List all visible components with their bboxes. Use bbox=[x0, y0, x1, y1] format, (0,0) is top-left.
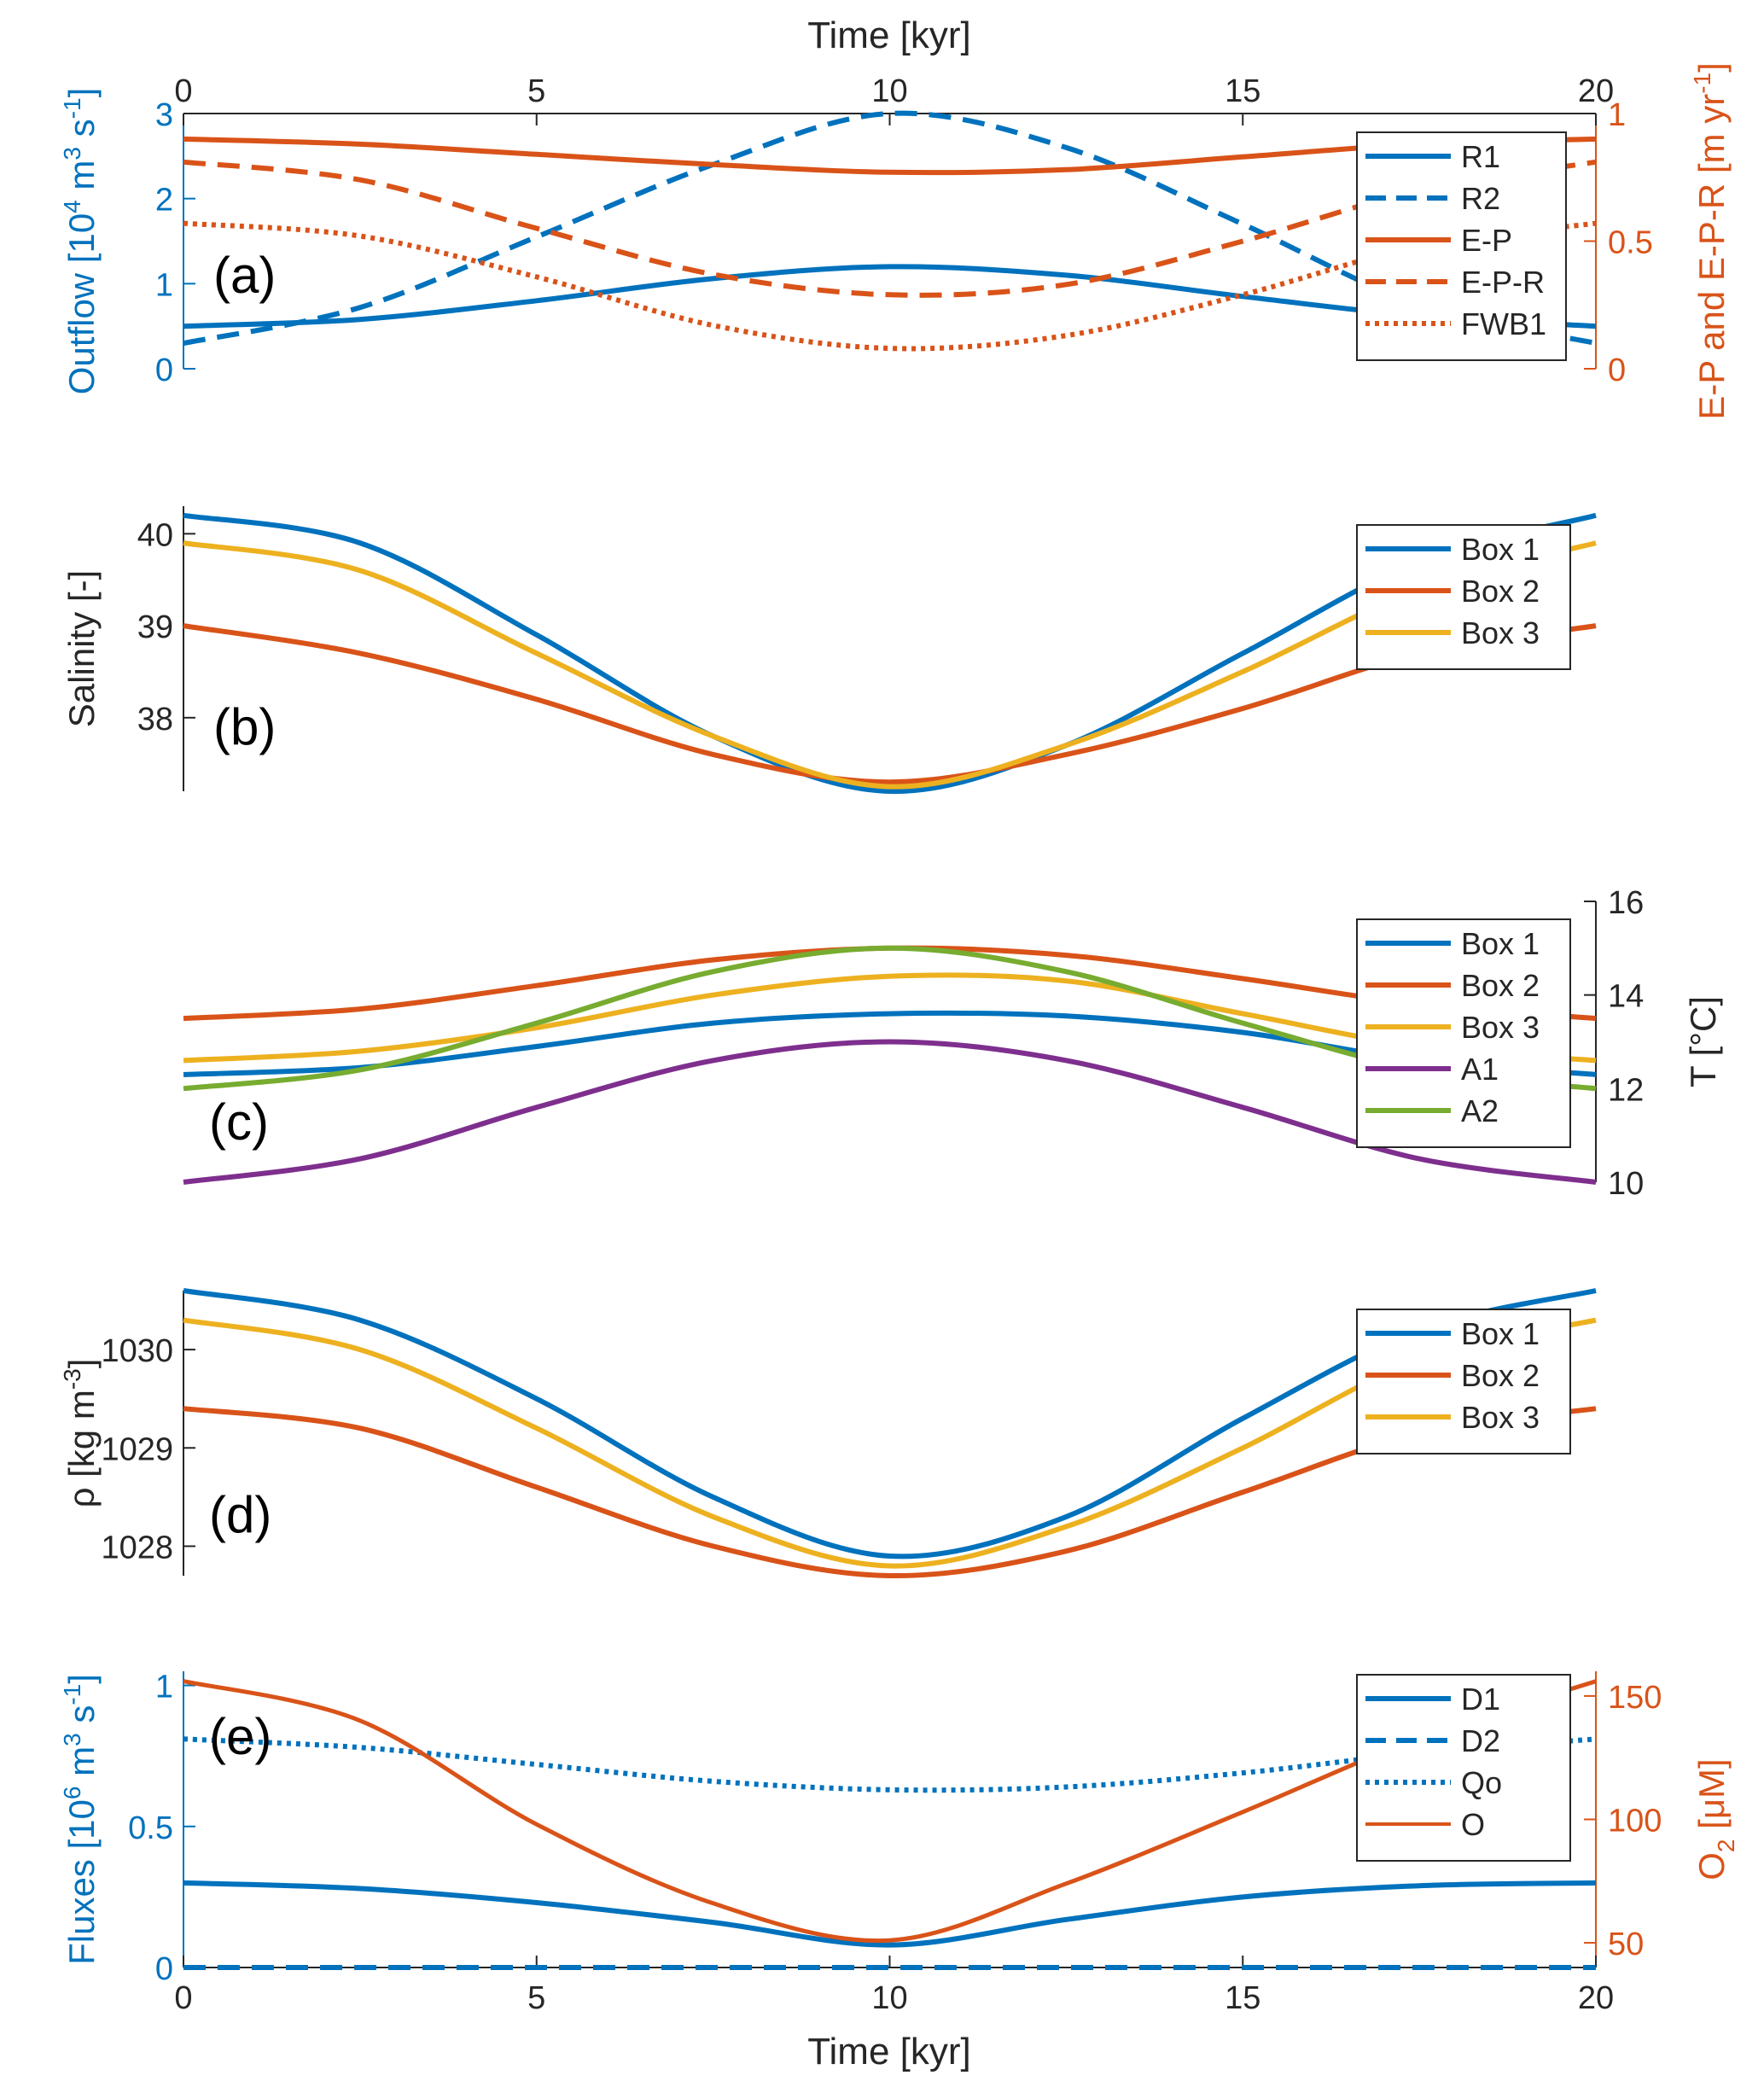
top-x-axis-label: Time [kyr] bbox=[807, 15, 970, 56]
right-tick-label: 0 bbox=[1608, 353, 1626, 388]
panel-label: (d) bbox=[209, 1486, 271, 1543]
legend-box bbox=[1356, 1674, 1571, 1862]
left-tick-label: 0.5 bbox=[128, 1810, 173, 1846]
legend-label: Box 2 bbox=[1461, 574, 1540, 609]
panel-e: 0 0.5 1 Fluxes [106 m3 s-1] 50 100 150 O2 [μM] 0… bbox=[59, 1670, 1739, 2016]
legend-label: E-P bbox=[1461, 223, 1512, 258]
legend-label: A2 bbox=[1461, 1093, 1499, 1128]
left-tick-label: 0 bbox=[155, 1951, 173, 1987]
legend-label: Box 2 bbox=[1461, 1358, 1540, 1393]
left-tick-label: 3 bbox=[155, 97, 173, 133]
legend-label: Box 1 bbox=[1461, 1316, 1540, 1351]
left-axis-label: Outflow [104 m3 s-1] bbox=[59, 88, 102, 395]
left-tick-label: 1 bbox=[155, 267, 173, 303]
left-tick-label: 39 bbox=[137, 609, 173, 645]
legend-label: Box 1 bbox=[1461, 532, 1540, 567]
right-tick-label: 100 bbox=[1608, 1804, 1662, 1839]
panel-label: (c) bbox=[209, 1093, 269, 1151]
x-tick-label: 5 bbox=[527, 1980, 545, 2016]
left-tick-label: 2 bbox=[155, 183, 173, 219]
legend-label: R1 bbox=[1461, 139, 1500, 174]
legend: Box 1 Box 2 Box 3 bbox=[1356, 1309, 1571, 1454]
x-tick-label: 20 bbox=[1578, 73, 1614, 109]
legend-label: D1 bbox=[1461, 1682, 1500, 1717]
x-tick-label: 5 bbox=[527, 73, 545, 109]
panel-label: (b) bbox=[213, 698, 276, 755]
panel-a: 0 1 2 3 Outflow [104 m3 s-1] 0 0.5 1 E-P and E-P… bbox=[59, 62, 1732, 420]
left-tick-label: 40 bbox=[137, 517, 173, 553]
right-tick-label: 50 bbox=[1608, 1927, 1644, 1962]
legend-label: Box 3 bbox=[1461, 1400, 1540, 1435]
legend-label: Qo bbox=[1461, 1765, 1502, 1800]
legend: Box 1 Box 2 Box 3 A1 A2 bbox=[1356, 918, 1571, 1148]
right-tick-label: 10 bbox=[1608, 1166, 1644, 1202]
legend-label: Box 2 bbox=[1461, 968, 1540, 1003]
left-tick-label: 1029 bbox=[101, 1431, 173, 1467]
legend-label: Box 3 bbox=[1461, 1010, 1540, 1045]
x-tick-label: 10 bbox=[871, 73, 907, 109]
x-tick-label: 20 bbox=[1578, 1980, 1614, 2016]
legend-label: E-P-R bbox=[1461, 265, 1545, 300]
left-tick-label: 1 bbox=[155, 1670, 173, 1705]
panel-label: (e) bbox=[209, 1708, 271, 1765]
x-tick-label: 15 bbox=[1225, 1980, 1260, 2016]
series-line-d1 bbox=[183, 1880, 1597, 1948]
legend-label: D2 bbox=[1461, 1723, 1500, 1758]
legend-label: Box 3 bbox=[1461, 615, 1540, 650]
x-tick-label: 10 bbox=[871, 1980, 907, 2016]
bottom-x-axis-label: Time [kyr] bbox=[807, 2031, 970, 2072]
right-tick-label: 14 bbox=[1608, 979, 1644, 1015]
x-tick-label: 0 bbox=[174, 1980, 192, 2016]
legend: R1 R2 E-P E-P-R FWB1 bbox=[1356, 131, 1567, 361]
right-tick-label: 16 bbox=[1608, 885, 1644, 921]
left-tick-label: 0 bbox=[155, 353, 173, 388]
series-line-r2 bbox=[183, 110, 1597, 347]
left-tick-label: 1030 bbox=[101, 1333, 173, 1369]
panel-label: (a) bbox=[213, 247, 276, 304]
right-tick-label: 150 bbox=[1608, 1680, 1662, 1716]
x-tick-label: 0 bbox=[174, 73, 192, 109]
left-axis-label: Fluxes [106 m3 s-1] bbox=[59, 1674, 102, 1965]
legend-label: Box 1 bbox=[1461, 926, 1540, 961]
legend-label: O bbox=[1461, 1807, 1485, 1842]
right-axis-label: E-P and E-P-R [m yr-1] bbox=[1689, 62, 1732, 420]
legend-label: A1 bbox=[1461, 1052, 1499, 1087]
legend-label: R2 bbox=[1461, 181, 1500, 216]
left-tick-label: 1028 bbox=[101, 1530, 173, 1565]
left-tick-label: 38 bbox=[137, 702, 173, 737]
left-axis-label: Salinity [-] bbox=[61, 570, 102, 727]
legend-label: FWB1 bbox=[1461, 306, 1546, 341]
legend-box bbox=[1356, 131, 1567, 361]
left-axis-label: ρ [kg m-3] bbox=[59, 1359, 102, 1508]
right-tick-label: 1 bbox=[1608, 97, 1626, 133]
panel-c: 10 12 14 16 T [°C] (c) Box 1 Box 2 Box 3 A1 A2 bbox=[183, 885, 1723, 1202]
legend: D1 D2 Qo O bbox=[1356, 1674, 1571, 1862]
right-tick-label: 0.5 bbox=[1608, 225, 1653, 261]
right-tick-label: 12 bbox=[1608, 1072, 1644, 1108]
x-tick-label: 15 bbox=[1225, 73, 1260, 109]
legend: Box 1 Box 2 Box 3 bbox=[1356, 524, 1571, 670]
right-axis-label: T [°C] bbox=[1683, 996, 1723, 1087]
right-axis-label: O2 [μM] bbox=[1691, 1758, 1739, 1880]
panel-b: 38 39 40 Salinity [-] (b) Box 1 Box 2 Box 3 bbox=[61, 506, 1597, 795]
